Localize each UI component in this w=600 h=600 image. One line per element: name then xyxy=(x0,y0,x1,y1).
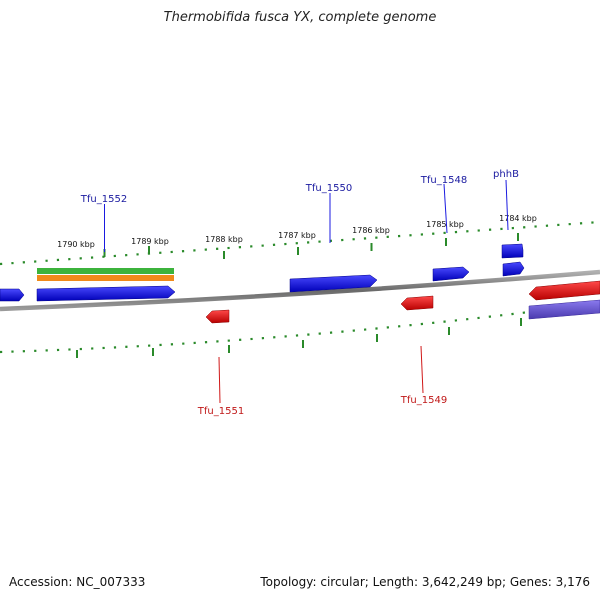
genome-backbone xyxy=(0,269,600,312)
inner-tick-3 xyxy=(228,345,230,353)
inner-tick-4 xyxy=(302,340,304,348)
inner-tick-ring xyxy=(0,301,600,358)
gene-label-Tfu_1551[interactable]: Tfu_1551 xyxy=(197,406,244,417)
feature-band-orange[interactable] xyxy=(37,275,174,281)
forward-features xyxy=(0,243,525,302)
inner-tick-1 xyxy=(76,350,78,358)
feature-band-green[interactable] xyxy=(37,268,174,274)
page-title: Thermobifida fusca YX, complete genome xyxy=(163,10,437,25)
tick-label: 1784 kbp xyxy=(499,214,537,223)
tick-major-1790 xyxy=(103,249,106,257)
tick-major-1789 xyxy=(148,246,150,254)
tick-label: 1788 kbp xyxy=(205,235,243,244)
gene-label-Tfu_1552[interactable]: Tfu_1552 xyxy=(80,194,127,205)
tick-label: 1789 kbp xyxy=(131,237,169,246)
reverse-features xyxy=(205,280,600,324)
gene-label-Tfu_1550[interactable]: Tfu_1550 xyxy=(305,183,352,194)
inner-tick-2 xyxy=(152,348,154,356)
tick-major-1788 xyxy=(223,251,225,259)
gene-arrow-Tfu_1551[interactable] xyxy=(205,309,230,324)
tick-major-1786 xyxy=(370,243,373,251)
gene-arrow-forward-small[interactable] xyxy=(502,261,525,277)
gene-arrow-forward[interactable] xyxy=(0,288,25,302)
gene-labels: Tfu_1552 Tfu_1550 Tfu_1548 phhB Tfu_1551… xyxy=(80,169,519,417)
gene-arrow-Tfu_1548[interactable] xyxy=(432,266,470,282)
inner-tick-5 xyxy=(376,334,378,342)
label-leaders xyxy=(104,179,509,404)
kbp-labels: 1790 kbp 1789 kbp 1788 kbp 1787 kbp 1786… xyxy=(57,214,537,249)
tick-major-1787 xyxy=(297,247,299,255)
tick-label: 1790 kbp xyxy=(57,240,95,249)
tick-label: 1786 kbp xyxy=(352,226,390,235)
accession-text: Accession: NC_007333 xyxy=(9,575,146,589)
tick-major-1784 xyxy=(517,233,519,241)
gene-label-Tfu_1548[interactable]: Tfu_1548 xyxy=(420,175,467,186)
feature-band-purple[interactable] xyxy=(528,299,600,320)
outer-tick-ring xyxy=(0,220,600,266)
gene-arrow-Tfu_1549[interactable] xyxy=(400,295,434,311)
tick-label: 1787 kbp xyxy=(278,231,316,240)
gene-arrow-reverse-right[interactable] xyxy=(528,280,600,301)
genome-summary-text: Topology: circular; Length: 3,642,249 bp… xyxy=(260,575,590,589)
gene-label-phhB[interactable]: phhB xyxy=(493,169,519,180)
gene-arrow-Tfu_1550[interactable] xyxy=(289,274,378,293)
inner-tick-6 xyxy=(448,327,450,335)
inner-tick-7 xyxy=(520,318,522,326)
tick-label: 1785 kbp xyxy=(426,220,464,229)
gene-label-Tfu_1549[interactable]: Tfu_1549 xyxy=(400,395,447,406)
tick-major-1785 xyxy=(445,238,447,246)
gene-arrow-Tfu_1552[interactable] xyxy=(36,285,176,302)
gene-arrow-phhB[interactable] xyxy=(501,243,524,259)
